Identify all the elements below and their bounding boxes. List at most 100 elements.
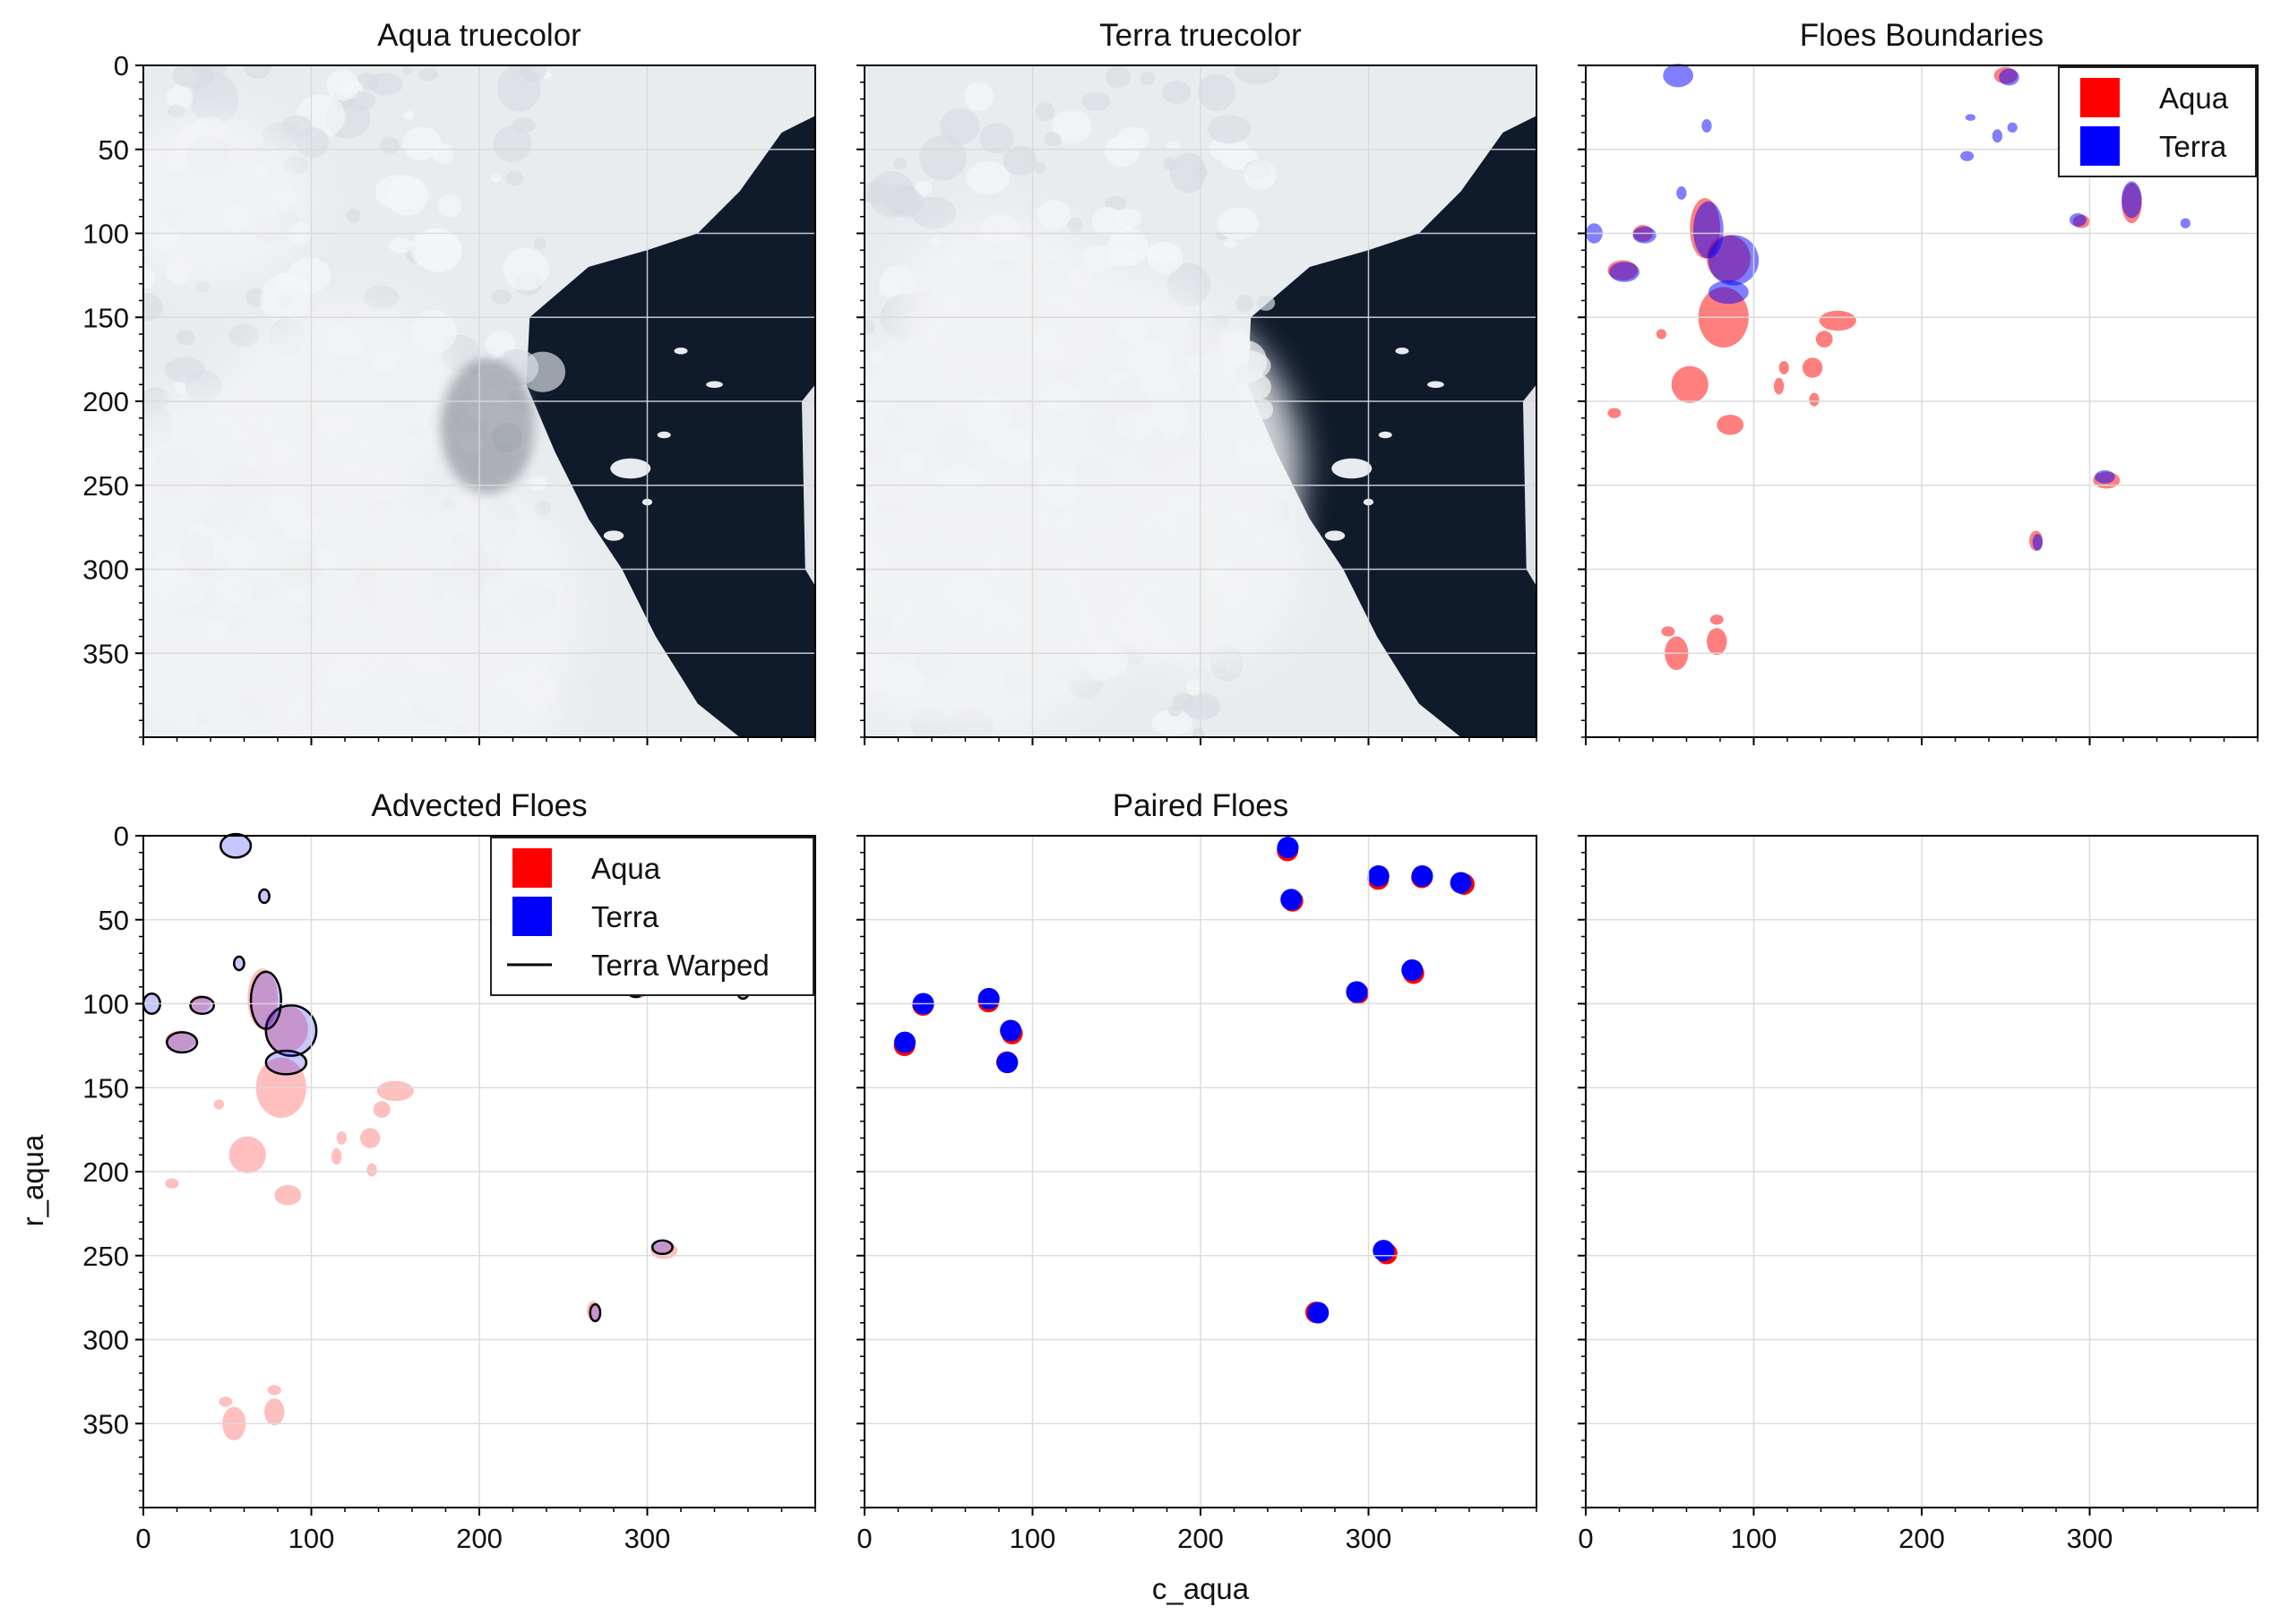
y-tick-label: 100 [82,989,129,1020]
water-ice-fragment [674,348,688,355]
aqua-floe-5 [1802,357,1823,378]
aqua-floe-4 [1815,331,1833,348]
panel-title: Paired Floes [1113,788,1288,823]
ice-floe-texture [388,237,414,253]
y-tick-label: 0 [114,50,129,82]
aqua-floe-2 [1717,415,1744,435]
ice-floe-texture [1172,692,1194,710]
axes-advected-floes: 0 50 100 150 200 250 300 350 0 100 200 300 Advected … [82,788,816,1554]
ice-floe-texture [363,286,400,309]
satellite-image-terra [865,65,1536,737]
aqua-floe-7 [1607,408,1622,418]
advected-aqua-floe-4 [373,1101,391,1118]
y-tick-label: 200 [82,386,129,417]
x-tick-label: 300 [624,1523,671,1554]
cloud [898,216,1100,385]
ice-floe-texture [519,65,546,82]
x-tick-label: 0 [1578,1523,1593,1554]
y-tick-label: 300 [82,554,129,586]
ice-floe-texture [1115,126,1150,152]
x-tick-label: 100 [1731,1523,1777,1554]
ice-floe-texture [491,289,512,305]
advected-aqua-floe-19 [264,1005,308,1053]
point-terra [1450,872,1472,894]
ice-floe-texture [533,236,546,250]
ice-floe-texture [1092,206,1123,236]
ice-floe-texture [288,257,331,294]
ice-floe-texture [1207,115,1252,144]
axes-terra-truecolor: Terra truecolor [856,18,1537,745]
x-tick-label: 300 [2067,1523,2113,1554]
series-terra [894,837,1472,1324]
axes-empty: 0 100 200 300 [1578,835,2259,1554]
advected-aqua-floe-13 [650,1242,678,1259]
water-ice-fragment [1324,530,1346,541]
ice-floe-texture [1044,132,1062,147]
ice-floe-texture [437,193,462,218]
ice-floe-texture [505,170,524,186]
terra-floe-12 [2007,122,2018,133]
legend: Aqua Terra [2058,66,2257,177]
ice-floe-texture [172,65,215,89]
x-tick-label: 300 [1346,1523,1392,1554]
terra-floe-10 [2070,213,2087,227]
ice-floe-texture [979,123,1015,154]
cloud-shadow [440,359,535,494]
axes-paired-floes: 0 100 200 300 Paired Floes [856,788,1537,1554]
ice-floe-texture [368,72,403,96]
aqua-floe-12 [1709,614,1724,625]
ice-floe-texture [176,330,195,346]
aqua-floe-23 [1774,377,1785,395]
point-terra [894,1031,916,1053]
ice-floe-texture [1223,239,1236,248]
ice-floe-texture [1244,160,1277,191]
point-terra [977,987,1000,1010]
ice-floe-texture [1106,65,1132,89]
ice-floe-texture [503,247,549,291]
x-tick-label: 100 [288,1523,335,1554]
legend-label: Terra [591,900,659,933]
terra-floe-17 [1960,150,1975,161]
ice-floe-texture [243,65,272,80]
terra-floe-1 [1693,201,1724,259]
y-tick-label: 300 [82,1325,129,1356]
y-tick-label: 150 [82,1072,129,1104]
cloud [865,502,1117,737]
axes-floes-boundaries: Floes Boundaries [1578,18,2259,745]
point-terra [1277,837,1299,859]
water-ice-fragment [1378,431,1392,439]
ice-floe-texture [1169,152,1207,193]
ice-floe-texture [1140,71,1156,85]
point-terra [1280,889,1303,911]
ice-floe-texture [1235,295,1253,313]
open-water [1247,116,1536,737]
ice-floe-texture [1256,295,1276,311]
advected-aqua-floe-23 [331,1147,342,1165]
terra-floe-7 [1701,119,1712,133]
water-ice-fragment [657,431,671,439]
ice-floe-texture [491,349,504,359]
x-tick-label: 100 [1010,1523,1056,1554]
water-ice-fragment [1395,348,1409,355]
advected-aqua-floe-12 [267,1385,281,1396]
terra-warped-floe-9 [589,1302,602,1323]
legend-label: Aqua [2159,82,2229,115]
advected-aqua-floe-2 [274,1185,302,1206]
ice-floe-texture [1151,709,1192,735]
ice-floe-texture [865,319,875,336]
y-tick-label: 200 [82,1156,129,1188]
ice-floe-texture [1081,91,1111,111]
ice-floe-texture [1107,227,1149,266]
ice-floe-texture [915,180,933,196]
y-tick-label: 350 [82,1408,129,1439]
terra-floe-20 [2180,218,2190,228]
ice-floe-texture [326,69,359,101]
terra-warped-floe-5 [264,1049,308,1076]
ice-floe-texture [374,174,425,210]
terra-warped-floe-6 [219,832,253,859]
terra-floe-6 [1663,64,1693,88]
ice-floe-texture [1197,73,1235,111]
panel-title: Aqua truecolor [377,18,581,53]
legend: Aqua Terra Terra Warped [490,837,814,996]
